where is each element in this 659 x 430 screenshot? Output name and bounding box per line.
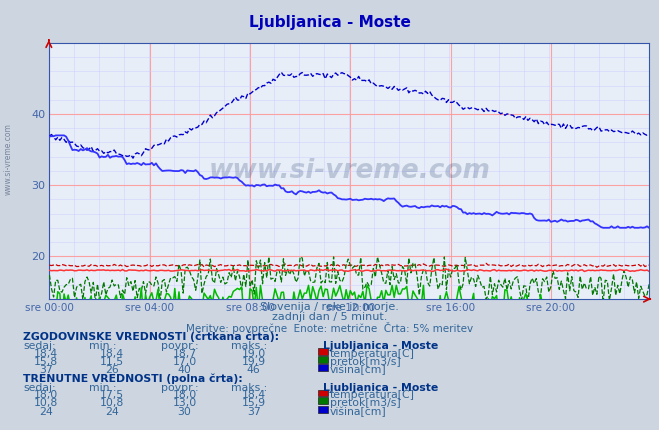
Text: višina[cm]: višina[cm] <box>330 407 387 417</box>
Text: 40: 40 <box>177 365 192 375</box>
Text: 18,4: 18,4 <box>242 390 266 400</box>
Text: 18,0: 18,0 <box>34 390 58 400</box>
Text: 37: 37 <box>40 365 53 375</box>
Text: 18,4: 18,4 <box>100 349 124 359</box>
Text: povpr.:: povpr.: <box>161 341 199 351</box>
Text: TRENUTNE VREDNOSTI (polna črta):: TRENUTNE VREDNOSTI (polna črta): <box>23 373 243 384</box>
Text: temperatura[C]: temperatura[C] <box>330 390 415 400</box>
Text: zadnji dan / 5 minut.: zadnji dan / 5 minut. <box>272 312 387 322</box>
Text: 18,0: 18,0 <box>173 390 196 400</box>
Text: sedaj:: sedaj: <box>23 341 56 351</box>
Text: 13,0: 13,0 <box>173 398 196 408</box>
Text: 24: 24 <box>40 407 53 417</box>
Text: sedaj:: sedaj: <box>23 383 56 393</box>
Text: Ljubljanica - Moste: Ljubljanica - Moste <box>248 15 411 30</box>
Text: 10,8: 10,8 <box>34 398 58 408</box>
Text: 19,0: 19,0 <box>242 349 266 359</box>
Text: pretok[m3/s]: pretok[m3/s] <box>330 357 401 367</box>
Text: min.:: min.: <box>89 383 117 393</box>
Text: povpr.:: povpr.: <box>161 383 199 393</box>
Text: maks.:: maks.: <box>231 341 267 351</box>
Text: 17,0: 17,0 <box>173 357 196 367</box>
Text: Ljubljanica - Moste: Ljubljanica - Moste <box>323 341 438 351</box>
Text: 15,8: 15,8 <box>34 357 58 367</box>
Text: višina[cm]: višina[cm] <box>330 365 387 375</box>
Text: www.si-vreme.com: www.si-vreme.com <box>208 158 490 184</box>
Text: 15,9: 15,9 <box>242 398 266 408</box>
Text: 19,9: 19,9 <box>242 357 266 367</box>
Text: Slovenija / reke in morje.: Slovenija / reke in morje. <box>260 302 399 312</box>
Text: ZGODOVINSKE VREDNOSTI (črtkana črta):: ZGODOVINSKE VREDNOSTI (črtkana črta): <box>23 332 279 342</box>
Text: min.:: min.: <box>89 341 117 351</box>
Text: pretok[m3/s]: pretok[m3/s] <box>330 398 401 408</box>
Text: 46: 46 <box>247 365 260 375</box>
Text: temperatura[C]: temperatura[C] <box>330 349 415 359</box>
Text: 18,7: 18,7 <box>173 349 196 359</box>
Text: 10,8: 10,8 <box>100 398 124 408</box>
Text: 37: 37 <box>247 407 260 417</box>
Text: maks.:: maks.: <box>231 383 267 393</box>
Text: 17,5: 17,5 <box>100 390 124 400</box>
Text: 24: 24 <box>105 407 119 417</box>
Text: 26: 26 <box>105 365 119 375</box>
Text: Ljubljanica - Moste: Ljubljanica - Moste <box>323 383 438 393</box>
Text: 18,4: 18,4 <box>34 349 58 359</box>
Text: www.si-vreme.com: www.si-vreme.com <box>4 123 13 195</box>
Text: 30: 30 <box>177 407 192 417</box>
Text: Meritve: povprečne  Enote: metrične  Črta: 5% meritev: Meritve: povprečne Enote: metrične Črta:… <box>186 322 473 334</box>
Text: 11,5: 11,5 <box>100 357 124 367</box>
